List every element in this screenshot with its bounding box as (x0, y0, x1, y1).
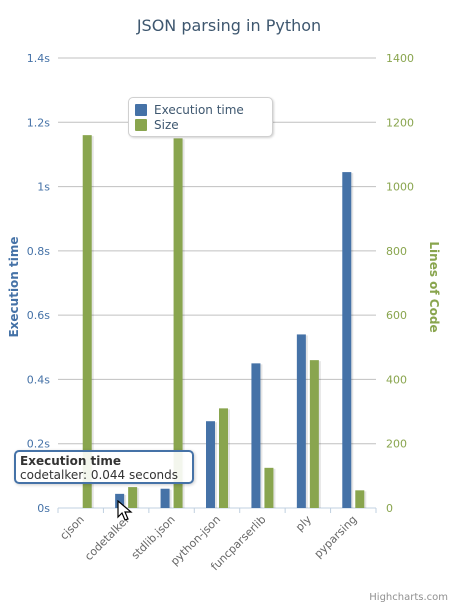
bar-size (219, 408, 228, 508)
x-axis-category-label: pyparsing (312, 513, 360, 561)
legend-label-size: Size (154, 118, 179, 132)
right-axis-title: Lines of Code (427, 241, 441, 333)
tooltip-title: Execution time (20, 454, 122, 468)
bar-size (264, 467, 274, 508)
bar-execution-time (251, 363, 261, 508)
bar-execution-time (115, 493, 125, 508)
left-axis-tick-label: 1.2s (27, 116, 50, 129)
bar-execution-time (206, 421, 215, 508)
credits-link[interactable]: Highcharts.com (369, 592, 448, 603)
right-axis-tick-label: 1400 (386, 52, 414, 65)
right-axis-tick-label: 1200 (386, 116, 414, 129)
left-axis-title: Execution time (7, 236, 21, 338)
left-axis-tick-label: 0s (37, 502, 50, 515)
tooltip-body: codetalker: 0.044 seconds (20, 468, 179, 482)
right-axis-tick-label: 0 (386, 502, 393, 515)
legend-swatch-size (135, 119, 147, 131)
left-axis-tick-label: 1.4s (27, 52, 50, 65)
legend: Execution time Size (128, 97, 273, 137)
bar-execution-time (342, 172, 352, 508)
right-axis-tick-label: 600 (386, 309, 407, 322)
bar-size (173, 138, 183, 508)
x-axis-category-label: cjson (57, 513, 86, 542)
left-axis-tick-label: 0.4s (27, 373, 50, 386)
mouse-cursor-icon (117, 500, 133, 521)
bar-execution-time (296, 334, 306, 508)
legend-item-execution-time[interactable]: Execution time (135, 103, 244, 117)
bar-execution-time (160, 488, 170, 508)
right-axis-tick-label: 200 (386, 438, 407, 451)
x-axis-category-label: stdlib.json (129, 513, 178, 562)
right-axis-tick-label: 800 (386, 245, 407, 258)
bar-size (355, 490, 365, 508)
legend-swatch-execution-time (135, 104, 147, 116)
chart-title: JSON parsing in Python (136, 16, 322, 35)
left-axis-tick-label: 1s (37, 181, 50, 194)
bar-size (309, 360, 319, 508)
right-axis-tick-label: 400 (386, 373, 407, 386)
left-axis-tick-label: 0.8s (27, 245, 50, 258)
left-axis-tick-label: 0.2s (27, 438, 50, 451)
legend-item-size[interactable]: Size (135, 118, 179, 132)
left-axis-tick-label: 0.6s (27, 309, 50, 322)
legend-label-execution-time: Execution time (154, 103, 244, 117)
right-axis-tick-label: 1000 (386, 181, 414, 194)
x-axis-category-label: ply (293, 513, 314, 534)
bar-size (82, 135, 92, 508)
bar-size (128, 487, 138, 508)
tooltip: Execution time codetalker: 0.044 seconds (14, 450, 194, 484)
